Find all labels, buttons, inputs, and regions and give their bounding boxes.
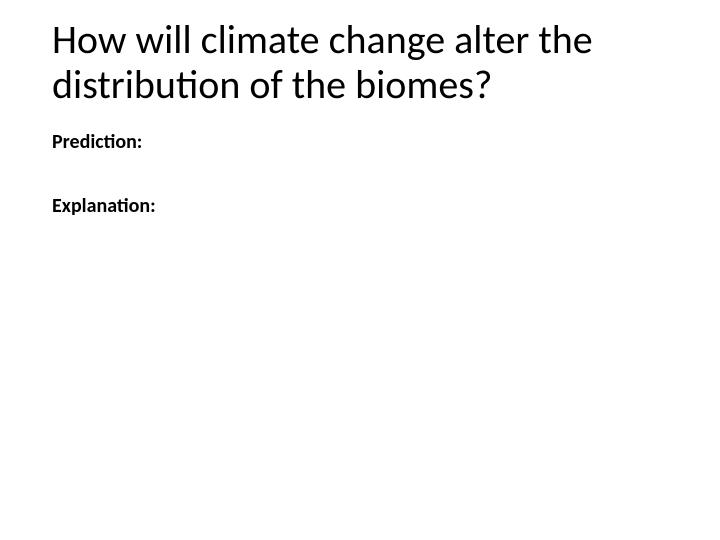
slide-title: How will climate change alter the distri… — [52, 18, 668, 108]
explanation-label: Explanation: — [52, 194, 668, 218]
prediction-label: Prediction: — [52, 130, 668, 154]
slide-container: How will climate change alter the distri… — [0, 0, 720, 540]
